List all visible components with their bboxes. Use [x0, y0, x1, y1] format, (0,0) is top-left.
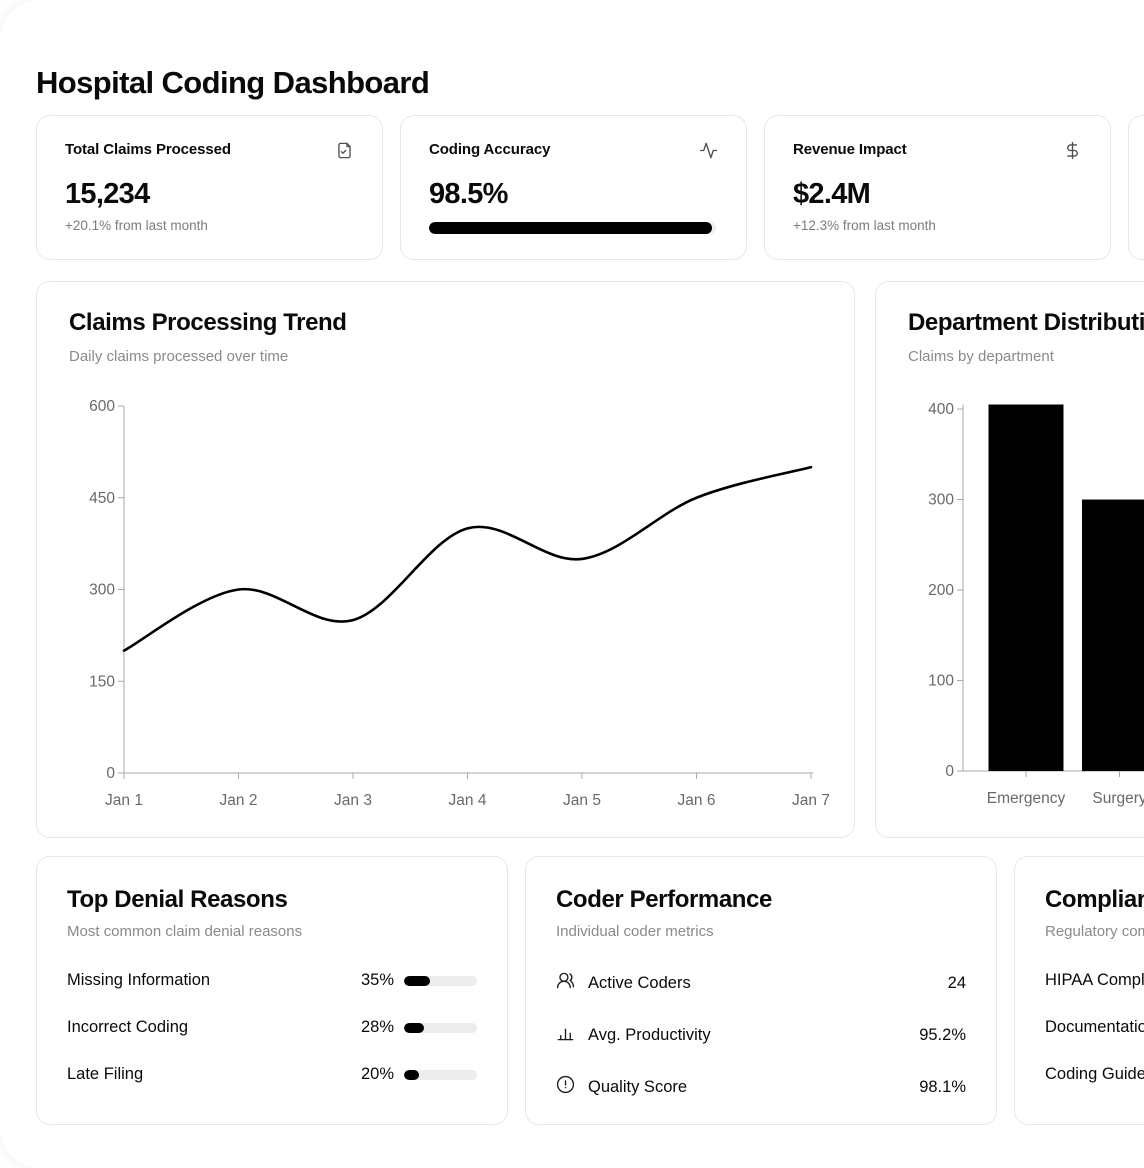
dollar-icon: [1063, 141, 1082, 165]
svg-text:Jan 6: Jan 6: [678, 792, 716, 809]
svg-text:300: 300: [928, 492, 954, 509]
activity-icon: [699, 141, 718, 165]
svg-text:Jan 3: Jan 3: [334, 792, 372, 809]
denial-pct: 35%: [360, 971, 394, 989]
svg-text:600: 600: [89, 398, 115, 415]
svg-text:Surgery: Surgery: [1092, 790, 1144, 807]
coder-metric-row: Active Coders 24: [556, 971, 966, 995]
denial-progress-track: [404, 975, 477, 986]
stat-label: Coding Accuracy: [429, 141, 551, 158]
stat-change: +20.1% from last month: [65, 218, 208, 233]
metric-value: 98.1%: [919, 1077, 966, 1096]
alert-circle-icon: [556, 1075, 575, 1099]
compliance-label: HIPAA Compliance: [1045, 971, 1144, 989]
compliance-row: Documentation: [1045, 1018, 1144, 1037]
stat-card-coding-accuracy: Coding Accuracy 98.5%: [400, 115, 747, 260]
stat-change: +12.3% from last month: [793, 218, 936, 233]
accuracy-progress-fill: [429, 222, 712, 234]
denial-pct: 28%: [360, 1018, 394, 1036]
coder-metric-row: Avg. Productivity 95.2%: [556, 1023, 966, 1047]
denial-reason-row: Missing Information 35%: [67, 971, 477, 990]
denial-progress-track: [404, 1022, 477, 1033]
compliance-card: Compliance Status Regulatory compliance …: [1014, 856, 1144, 1125]
denial-reason-row: Incorrect Coding 28%: [67, 1018, 477, 1037]
denial-label: Late Filing: [67, 1065, 144, 1083]
svg-text:Jan 4: Jan 4: [449, 792, 487, 809]
metric-value: 24: [947, 973, 966, 992]
metric-label: Active Coders: [588, 973, 691, 992]
stat-cards-row: Total Claims Processed 15,234 +20.1% fro…: [36, 115, 1144, 260]
svg-text:300: 300: [89, 582, 115, 599]
denial-progress-fill: [404, 1022, 425, 1033]
chart-title: Department Distribution: [908, 309, 1144, 336]
stat-value: $2.4M: [793, 178, 871, 210]
denial-progress-fill: [404, 1069, 419, 1080]
denial-label: Incorrect Coding: [67, 1018, 189, 1036]
card-title: Compliance Status: [1045, 886, 1144, 913]
compliance-label: Coding Guidelines: [1045, 1065, 1144, 1083]
denial-pct: 20%: [360, 1065, 394, 1083]
svg-text:100: 100: [928, 673, 954, 690]
stat-value: 15,234: [65, 178, 150, 210]
claims-trend-card: Claims Processing Trend Daily claims pro…: [36, 281, 855, 838]
stat-card-total-claims: Total Claims Processed 15,234 +20.1% fro…: [36, 115, 383, 260]
svg-text:Jan 5: Jan 5: [563, 792, 601, 809]
department-distribution-card: Department Distribution Claims by depart…: [875, 281, 1144, 838]
page-title: Hospital Coding Dashboard: [36, 64, 430, 100]
stat-card-revenue-impact: Revenue Impact $2.4M +12.3% from last mo…: [764, 115, 1111, 260]
svg-text:200: 200: [928, 582, 954, 599]
svg-text:Emergency: Emergency: [987, 790, 1066, 807]
card-subtitle: Individual coder metrics: [556, 923, 714, 940]
file-check-icon: [335, 141, 354, 165]
card-subtitle: Most common claim denial reasons: [67, 923, 303, 940]
compliance-row: Coding Guidelines: [1045, 1065, 1144, 1084]
bar-chart-icon: [556, 1023, 575, 1047]
compliance-label: Documentation: [1045, 1018, 1144, 1036]
svg-text:Jan 1: Jan 1: [105, 792, 143, 809]
denial-progress-fill: [404, 975, 430, 986]
accuracy-progress-track: [429, 222, 716, 234]
stat-card-partial: [1128, 115, 1144, 260]
svg-text:Jan 2: Jan 2: [220, 792, 258, 809]
svg-text:400: 400: [928, 401, 954, 418]
stat-label: Revenue Impact: [793, 141, 907, 158]
chart-title: Claims Processing Trend: [69, 309, 347, 336]
coder-metric-row: Quality Score 98.1%: [556, 1075, 966, 1099]
svg-text:450: 450: [89, 490, 115, 507]
denial-progress-track: [404, 1069, 477, 1080]
metric-label: Avg. Productivity: [588, 1025, 711, 1044]
card-subtitle: Regulatory compliance metrics: [1045, 923, 1144, 940]
chart-subtitle: Claims by department: [908, 348, 1054, 365]
svg-text:0: 0: [945, 763, 954, 780]
card-title: Coder Performance: [556, 886, 772, 913]
users-icon: [556, 971, 575, 995]
denial-label: Missing Information: [67, 971, 211, 989]
svg-text:150: 150: [89, 673, 115, 690]
metric-value: 95.2%: [919, 1025, 966, 1044]
denial-reason-row: Late Filing 20%: [67, 1065, 477, 1084]
claims-trend-line-chart: 0 150 300 450 600 Jan 1 Jan 2 Jan 3 Jan 4 Jan 5 Ja…: [89, 398, 830, 809]
chart-subtitle: Daily claims processed over time: [69, 348, 289, 365]
department-bar-chart: 0 100 200 300 400 Emergency Surgery: [928, 401, 1144, 807]
top-denial-reasons-card: Top Denial Reasons Most common claim den…: [36, 856, 508, 1125]
stat-label: Total Claims Processed: [65, 141, 231, 158]
coder-performance-card: Coder Performance Individual coder metri…: [525, 856, 997, 1125]
card-title: Top Denial Reasons: [67, 886, 288, 913]
svg-text:0: 0: [106, 765, 115, 782]
stat-value: 98.5%: [429, 178, 508, 210]
svg-text:Jan 7: Jan 7: [792, 792, 830, 809]
compliance-row: HIPAA Compliance: [1045, 971, 1144, 990]
metric-label: Quality Score: [588, 1077, 688, 1096]
